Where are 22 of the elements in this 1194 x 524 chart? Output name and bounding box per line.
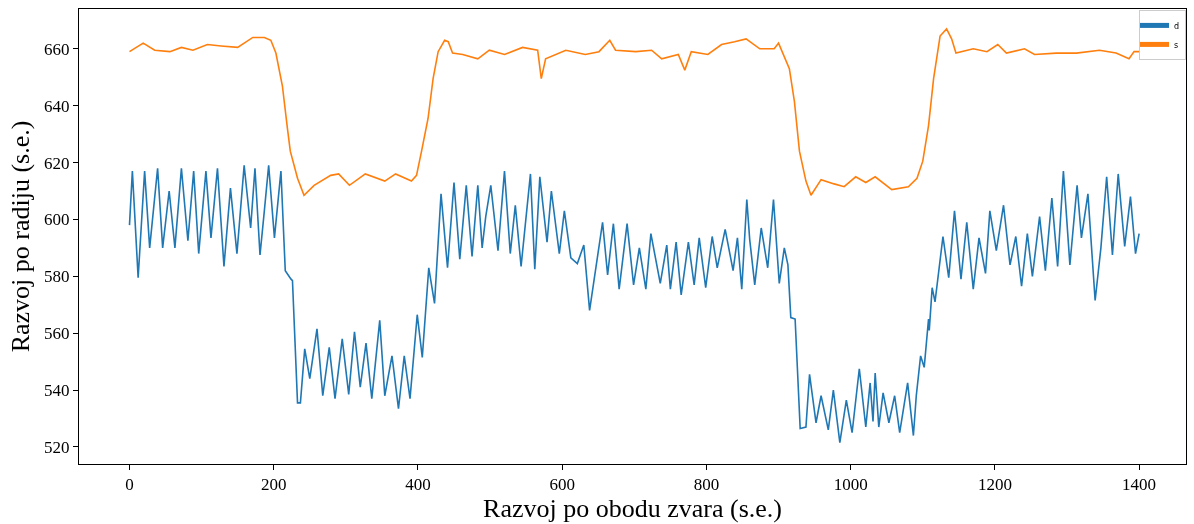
y-tick-label: 540 [44,381,70,401]
x-tick-label: 1000 [833,475,868,495]
x-tick-label: 800 [693,475,720,495]
y-tick-label: 620 [44,153,70,173]
x-tick-label: 600 [549,475,575,495]
x-tick-label: 200 [260,475,287,495]
y-tick-label: 560 [44,324,70,344]
y-tick-label: 640 [44,96,70,116]
x-tick-label: 400 [405,475,431,495]
x-tick-label: 1200 [977,475,1012,495]
legend-label: s [1174,40,1179,50]
y-axis-title: Razvoj po radiju (s.e.) [6,120,36,353]
x-tick-label: 1400 [1122,475,1157,495]
line-series [128,28,1140,197]
line-series [128,164,1140,444]
y-tick-label: 580 [44,267,70,287]
x-axis-title: Razvoj po obodu zvara (s.e.) [483,494,782,524]
y-tick-label: 660 [44,39,70,59]
y-tick-label: 520 [44,437,70,457]
legend-label: d [1174,21,1180,31]
x-tick-label: 0 [125,475,134,495]
y-tick-label: 600 [44,210,70,230]
